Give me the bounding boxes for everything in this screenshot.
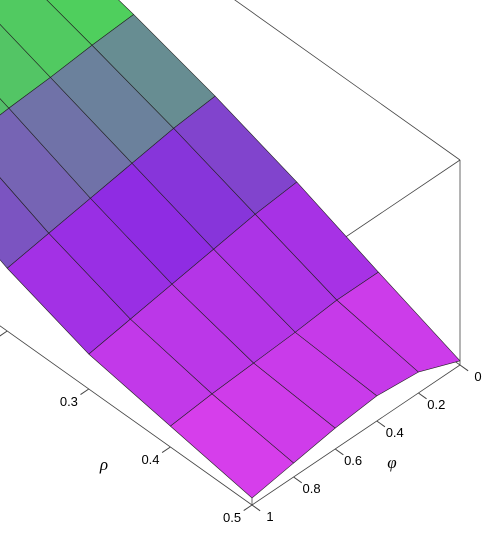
y-tick [459,364,469,372]
x-tick [0,330,8,337]
y-tick [334,448,344,456]
y-tick-label: 1 [266,509,273,524]
box-edge [0,325,253,506]
box-edge [251,364,461,506]
x-tick-label: 0.5 [223,510,241,525]
surface [0,0,461,499]
y-tick [376,420,386,428]
x-axis-title: ρ [99,455,108,474]
x-tick-label: 0.4 [141,452,159,467]
x-tick [80,388,90,395]
y-tick [251,504,261,512]
y-tick-label: 0.6 [344,453,362,468]
surface-patch [169,393,295,499]
y-tick-label: 0.4 [386,425,404,440]
x-tick [161,446,171,453]
y-tick-label: 0.2 [427,397,445,412]
y-tick [418,392,427,400]
x-tick-label: 0.3 [60,394,78,409]
y-tick-label: 0.8 [302,481,320,496]
axes: 0.20.40.60.811.21.400.10.20.30.40.500.20… [0,330,482,525]
y-tick-label: 0 [474,369,481,384]
box-edge [234,0,461,161]
x-tick [243,504,253,511]
y-axis-title: φ [387,453,396,472]
y-tick [293,476,303,484]
surface-patch [0,98,10,116]
